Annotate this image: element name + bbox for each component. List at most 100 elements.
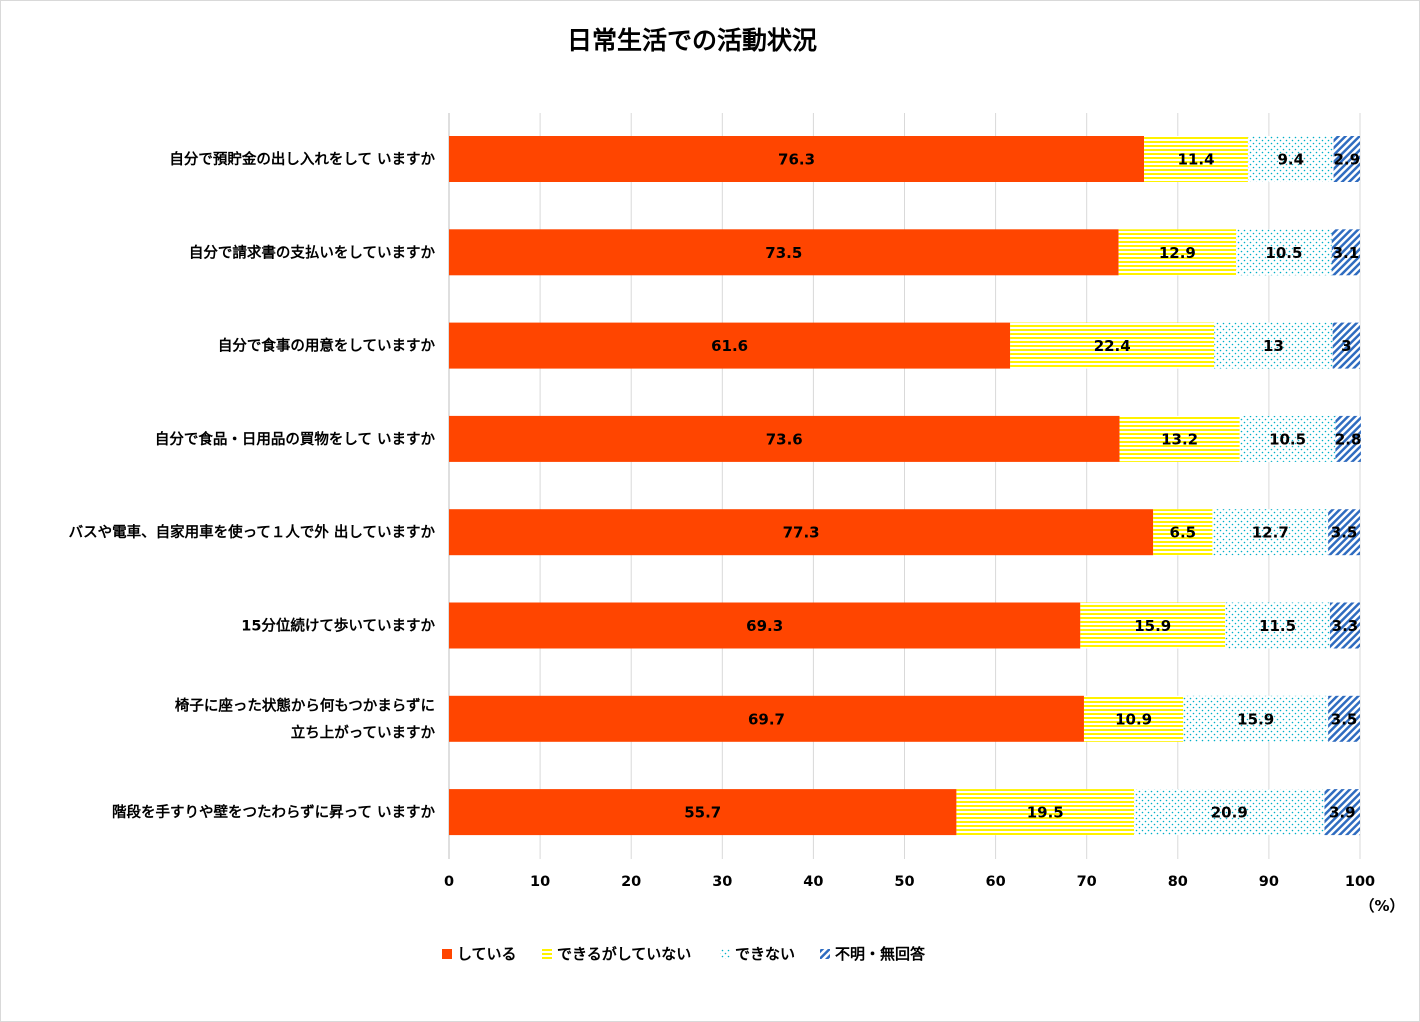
data-label: 69.7	[748, 710, 785, 728]
bar-segment	[1225, 602, 1330, 649]
bar-segment	[1153, 509, 1213, 556]
bar-segment	[449, 415, 1120, 462]
data-label: 3.1	[1333, 244, 1360, 262]
category-label: バスや電車、自家用車を使って１人で外 出していますか	[69, 523, 436, 541]
data-label: 3	[1341, 337, 1351, 355]
data-label: 3.5	[1331, 710, 1358, 728]
data-label: 12.9	[1159, 244, 1196, 262]
chart-title: 日常生活での活動状況	[567, 26, 817, 55]
x-axis-ticks: 0 10 20 30 40 50 60 70 80 90 100	[444, 874, 1375, 890]
legend-label: できない	[735, 945, 795, 963]
unit-label: （%）	[1359, 897, 1404, 915]
bar-segment	[1183, 695, 1329, 742]
x-tick-label: 60	[986, 874, 1006, 890]
x-tick-label: 70	[1077, 874, 1097, 890]
data-label: 73.5	[765, 244, 802, 262]
data-label: 69.3	[746, 617, 783, 635]
bar-segment	[1119, 415, 1240, 462]
bar-segment	[1010, 322, 1215, 369]
data-label: 3.3	[1332, 617, 1359, 635]
bar-segment	[449, 789, 957, 836]
data-label: 61.6	[711, 337, 748, 355]
category-label: 自分で預貯金の出し入れをして いますか	[169, 150, 435, 168]
x-tick-label: 50	[894, 874, 914, 890]
data-label: 11.5	[1259, 617, 1296, 635]
data-label: 15.9	[1237, 710, 1274, 728]
legend-label: している	[457, 945, 517, 963]
x-tick-label: 40	[803, 874, 823, 890]
x-tick-label: 20	[621, 874, 641, 890]
bar-segment	[1118, 229, 1237, 276]
bar-segment	[449, 602, 1081, 649]
data-label: 55.7	[684, 804, 721, 822]
data-label: 22.4	[1094, 337, 1131, 355]
bar-segment	[1212, 509, 1329, 556]
bar-segment	[1236, 229, 1332, 276]
bar-segment	[1331, 229, 1360, 276]
category-label: 階段を手すりや壁をつたわらずに昇って いますか	[112, 803, 436, 821]
x-tick-label: 0	[444, 874, 454, 890]
data-label: 19.5	[1027, 804, 1064, 822]
bar-segment	[1328, 695, 1360, 742]
data-label: 10.9	[1115, 710, 1152, 728]
bar-segment	[1080, 602, 1226, 649]
bar-segment	[1214, 322, 1333, 369]
bar-segment	[449, 322, 1011, 369]
category-label: 15分位続けて歩いていますか	[241, 617, 435, 635]
category-label: 自分で食事の用意をしていますか	[218, 337, 436, 355]
bar-segment	[449, 695, 1084, 742]
data-label: 73.6	[766, 430, 803, 448]
data-label: 10.5	[1265, 244, 1302, 262]
data-label: 10.5	[1269, 430, 1306, 448]
bar-segment	[449, 229, 1119, 276]
data-label: 13.2	[1161, 430, 1198, 448]
bar-segment	[1332, 322, 1360, 369]
data-labels: 76.3 11.4 9.4 2.9 73.5 12.9 10.5 3.1 61.6 22.4 13 3…	[684, 151, 1361, 822]
data-label: 15.9	[1134, 617, 1171, 635]
legend-swatch	[720, 949, 730, 959]
bar-segment	[1134, 789, 1325, 836]
bar-segment	[1324, 789, 1360, 836]
data-label: 20.9	[1211, 804, 1248, 822]
x-tick-label: 80	[1168, 874, 1188, 890]
bar-segment	[1247, 136, 1334, 182]
data-label: 6.5	[1170, 524, 1197, 542]
bar-segment	[449, 509, 1154, 556]
data-label: 13	[1263, 337, 1284, 355]
bars	[449, 136, 1361, 836]
data-label: 76.3	[778, 151, 815, 169]
x-tick-label: 90	[1259, 874, 1279, 890]
legend-label: 不明・無回答	[835, 945, 926, 963]
bar-segment	[956, 789, 1135, 836]
data-label: 3.5	[1331, 524, 1358, 542]
data-label: 9.4	[1277, 151, 1304, 169]
data-label: 11.4	[1178, 151, 1215, 169]
data-label: 77.3	[783, 524, 820, 542]
data-label: 12.7	[1252, 524, 1289, 542]
x-tick-label: 10	[530, 874, 550, 890]
x-tick-label: 30	[712, 874, 732, 890]
legend-swatch	[442, 949, 452, 959]
legend: している できるがしていない できない 不明・無回答	[442, 945, 926, 963]
bar-segment	[1328, 509, 1360, 556]
legend-swatch	[820, 949, 830, 959]
legend-label: できるがしていない	[557, 945, 691, 963]
gridlines	[448, 113, 1361, 859]
category-labels: 自分で預貯金の出し入れをして いますか自分で請求書の支払いをしていますか自分で食…	[69, 150, 436, 821]
data-label: 3.9	[1329, 804, 1356, 822]
data-label: 2.9	[1334, 151, 1361, 169]
category-label: 立ち上がっていますか	[291, 723, 436, 741]
bar-segment	[1144, 136, 1248, 182]
bar-segment	[1333, 136, 1360, 182]
data-label: 2.8	[1335, 430, 1362, 448]
x-tick-label: 100	[1345, 874, 1375, 890]
bar-segment	[449, 136, 1145, 182]
category-label: 自分で食品・日用品の買物をして いますか	[155, 430, 436, 448]
bar-segment	[1335, 415, 1361, 462]
bar-segment	[1329, 602, 1360, 649]
bar-segment	[1239, 415, 1336, 462]
bar-segment	[1083, 695, 1184, 742]
legend-swatch	[542, 949, 552, 959]
